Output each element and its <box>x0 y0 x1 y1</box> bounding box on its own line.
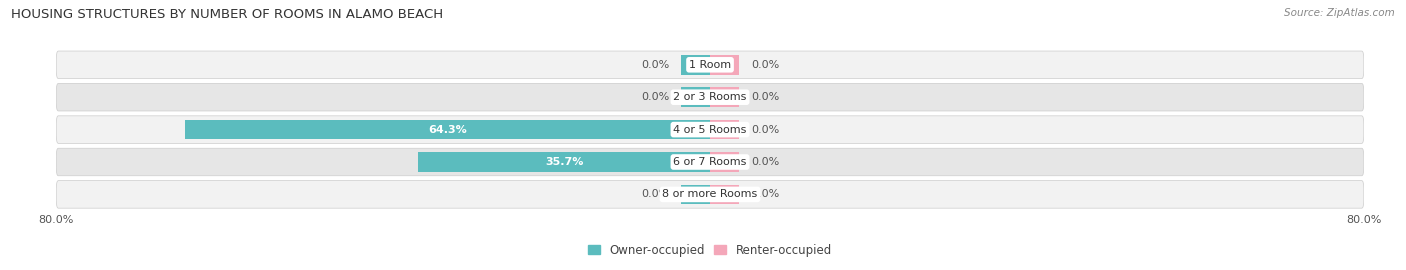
Bar <box>682 185 710 204</box>
Text: 35.7%: 35.7% <box>546 157 583 167</box>
Bar <box>184 120 710 139</box>
Text: 0.0%: 0.0% <box>641 189 669 200</box>
Text: 0.0%: 0.0% <box>641 92 669 102</box>
Text: 4 or 5 Rooms: 4 or 5 Rooms <box>673 124 747 135</box>
Text: 0.0%: 0.0% <box>641 60 669 70</box>
Bar <box>710 152 738 172</box>
Text: 0.0%: 0.0% <box>751 60 779 70</box>
Text: 1 Room: 1 Room <box>689 60 731 70</box>
Text: 64.3%: 64.3% <box>427 124 467 135</box>
Bar <box>710 55 738 75</box>
Bar <box>710 185 738 204</box>
FancyBboxPatch shape <box>56 83 1364 111</box>
Text: 2 or 3 Rooms: 2 or 3 Rooms <box>673 92 747 102</box>
FancyBboxPatch shape <box>56 148 1364 176</box>
Text: 8 or more Rooms: 8 or more Rooms <box>662 189 758 200</box>
Text: Source: ZipAtlas.com: Source: ZipAtlas.com <box>1284 8 1395 18</box>
FancyBboxPatch shape <box>56 116 1364 143</box>
Text: 0.0%: 0.0% <box>751 124 779 135</box>
FancyBboxPatch shape <box>56 51 1364 79</box>
Bar <box>682 87 710 107</box>
FancyBboxPatch shape <box>56 181 1364 208</box>
Bar <box>682 55 710 75</box>
Bar <box>710 120 738 139</box>
Bar <box>710 87 738 107</box>
Text: 0.0%: 0.0% <box>751 189 779 200</box>
Legend: Owner-occupied, Renter-occupied: Owner-occupied, Renter-occupied <box>588 244 832 256</box>
Text: 6 or 7 Rooms: 6 or 7 Rooms <box>673 157 747 167</box>
Text: 0.0%: 0.0% <box>751 157 779 167</box>
Bar <box>418 152 710 172</box>
Text: 0.0%: 0.0% <box>751 92 779 102</box>
Text: HOUSING STRUCTURES BY NUMBER OF ROOMS IN ALAMO BEACH: HOUSING STRUCTURES BY NUMBER OF ROOMS IN… <box>11 8 443 21</box>
